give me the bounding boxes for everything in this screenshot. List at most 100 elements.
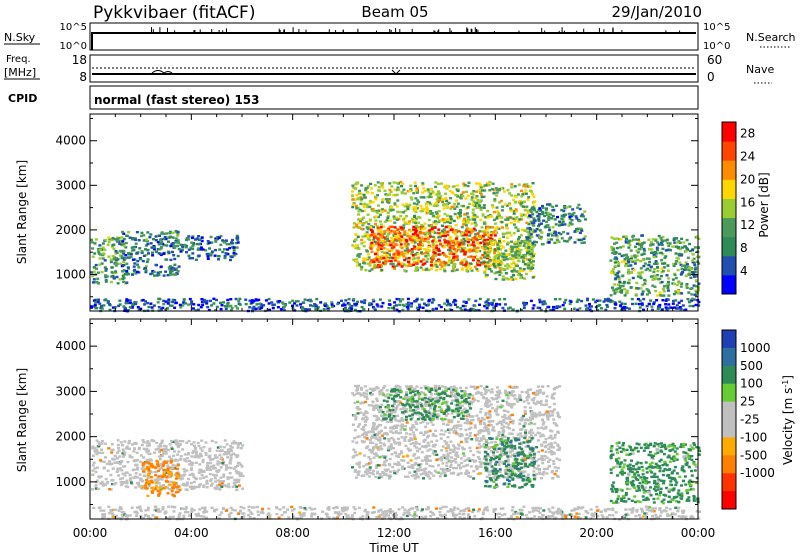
heatmap-cell [386,248,389,250]
heatmap-cell [675,277,678,279]
heatmap-cell [498,217,501,219]
heatmap-cell [351,198,354,200]
heatmap-cell [172,487,175,489]
heatmap-cell [621,274,624,276]
heatmap-cell [376,400,379,402]
heatmap-cell [562,231,565,233]
heatmap-cell [503,298,506,300]
heatmap-cell [126,482,129,484]
heatmap-cell [381,199,384,201]
heatmap-cell [416,260,419,262]
heatmap-cell [546,468,549,470]
heatmap-cell [464,308,467,310]
heatmap-cell [142,486,145,488]
heatmap-cell [101,442,104,444]
heatmap-cell [486,261,489,263]
heatmap-cell [363,262,366,264]
heatmap-cell [524,185,527,187]
heatmap-cell [425,206,428,208]
heatmap-cell [656,270,659,272]
heatmap-cell [613,283,616,285]
heatmap-cell [554,298,557,300]
heatmap-cell [452,206,455,208]
heatmap-cell [504,219,507,221]
heatmap-cell [464,184,467,186]
heatmap-cell [331,305,334,307]
heatmap-cell [126,235,129,237]
heatmap-cell [223,484,226,486]
heatmap-cell [654,239,657,241]
heatmap-cell [479,257,482,259]
heatmap-cell [165,448,168,450]
heatmap-cell [641,293,644,295]
heatmap-cell [241,444,244,446]
heatmap-cell [378,190,381,192]
heatmap-cell [226,299,229,301]
heatmap-cell [117,282,120,284]
heatmap-cell [523,201,526,203]
heatmap-cell [217,463,220,465]
heatmap-cell [283,306,286,308]
heatmap-cell [412,254,415,256]
heatmap-cell [656,249,659,251]
heatmap-cell [639,272,642,274]
heatmap-cell [491,188,494,190]
heatmap-cell [664,255,667,257]
heatmap-cell [101,307,104,309]
heatmap-cell [529,186,532,188]
heatmap-cell [424,426,427,428]
heatmap-cell [475,224,478,226]
heatmap-cell [362,217,365,219]
heatmap-cell [517,220,520,222]
heatmap-cell [542,243,545,245]
heatmap-cell [179,306,182,308]
heatmap-cell [685,250,688,252]
heatmap-cell [503,240,506,242]
heatmap-cell [206,464,209,466]
heatmap-cell [550,238,553,240]
heatmap-cell [502,278,505,280]
heatmap-cell [291,300,294,302]
heatmap-cell [610,294,613,296]
heatmap-cell [579,307,582,309]
heatmap-cell [449,253,452,255]
heatmap-cell [618,301,621,303]
heatmap-cell [222,475,225,477]
heatmap-cell [617,265,620,267]
heatmap-cell [434,186,437,188]
heatmap-cell [648,261,651,263]
heatmap-cell [216,456,219,458]
heatmap-cell [515,265,518,267]
heatmap-cell [679,242,682,244]
heatmap-cell [142,456,145,458]
heatmap-cell [403,440,406,442]
heatmap-cell [369,261,372,263]
heatmap-cell [667,270,670,272]
heatmap-cell [475,182,478,184]
heatmap-cell [265,299,268,301]
heatmap-cell [548,241,551,243]
heatmap-cell [177,451,180,453]
heatmap-cell [498,271,501,273]
heatmap-cell [200,248,203,250]
heatmap-cell [147,468,150,470]
heatmap-cell [372,226,375,228]
heatmap-cell [357,213,360,215]
heatmap-cell [499,253,502,255]
heatmap-cell [199,477,202,479]
heatmap-cell [461,267,464,269]
heatmap-cell [427,237,430,239]
heatmap-cell [198,463,201,465]
heatmap-cell [438,250,441,252]
heatmap-cell [678,282,681,284]
heatmap-cell [421,298,424,300]
heatmap-cell [354,233,357,235]
heatmap-cell [148,236,151,238]
heatmap-cell [524,263,527,265]
heatmap-cell [515,270,518,272]
heatmap-cell [403,269,406,271]
heatmap-cell [430,261,433,263]
heatmap-cell [392,245,395,247]
